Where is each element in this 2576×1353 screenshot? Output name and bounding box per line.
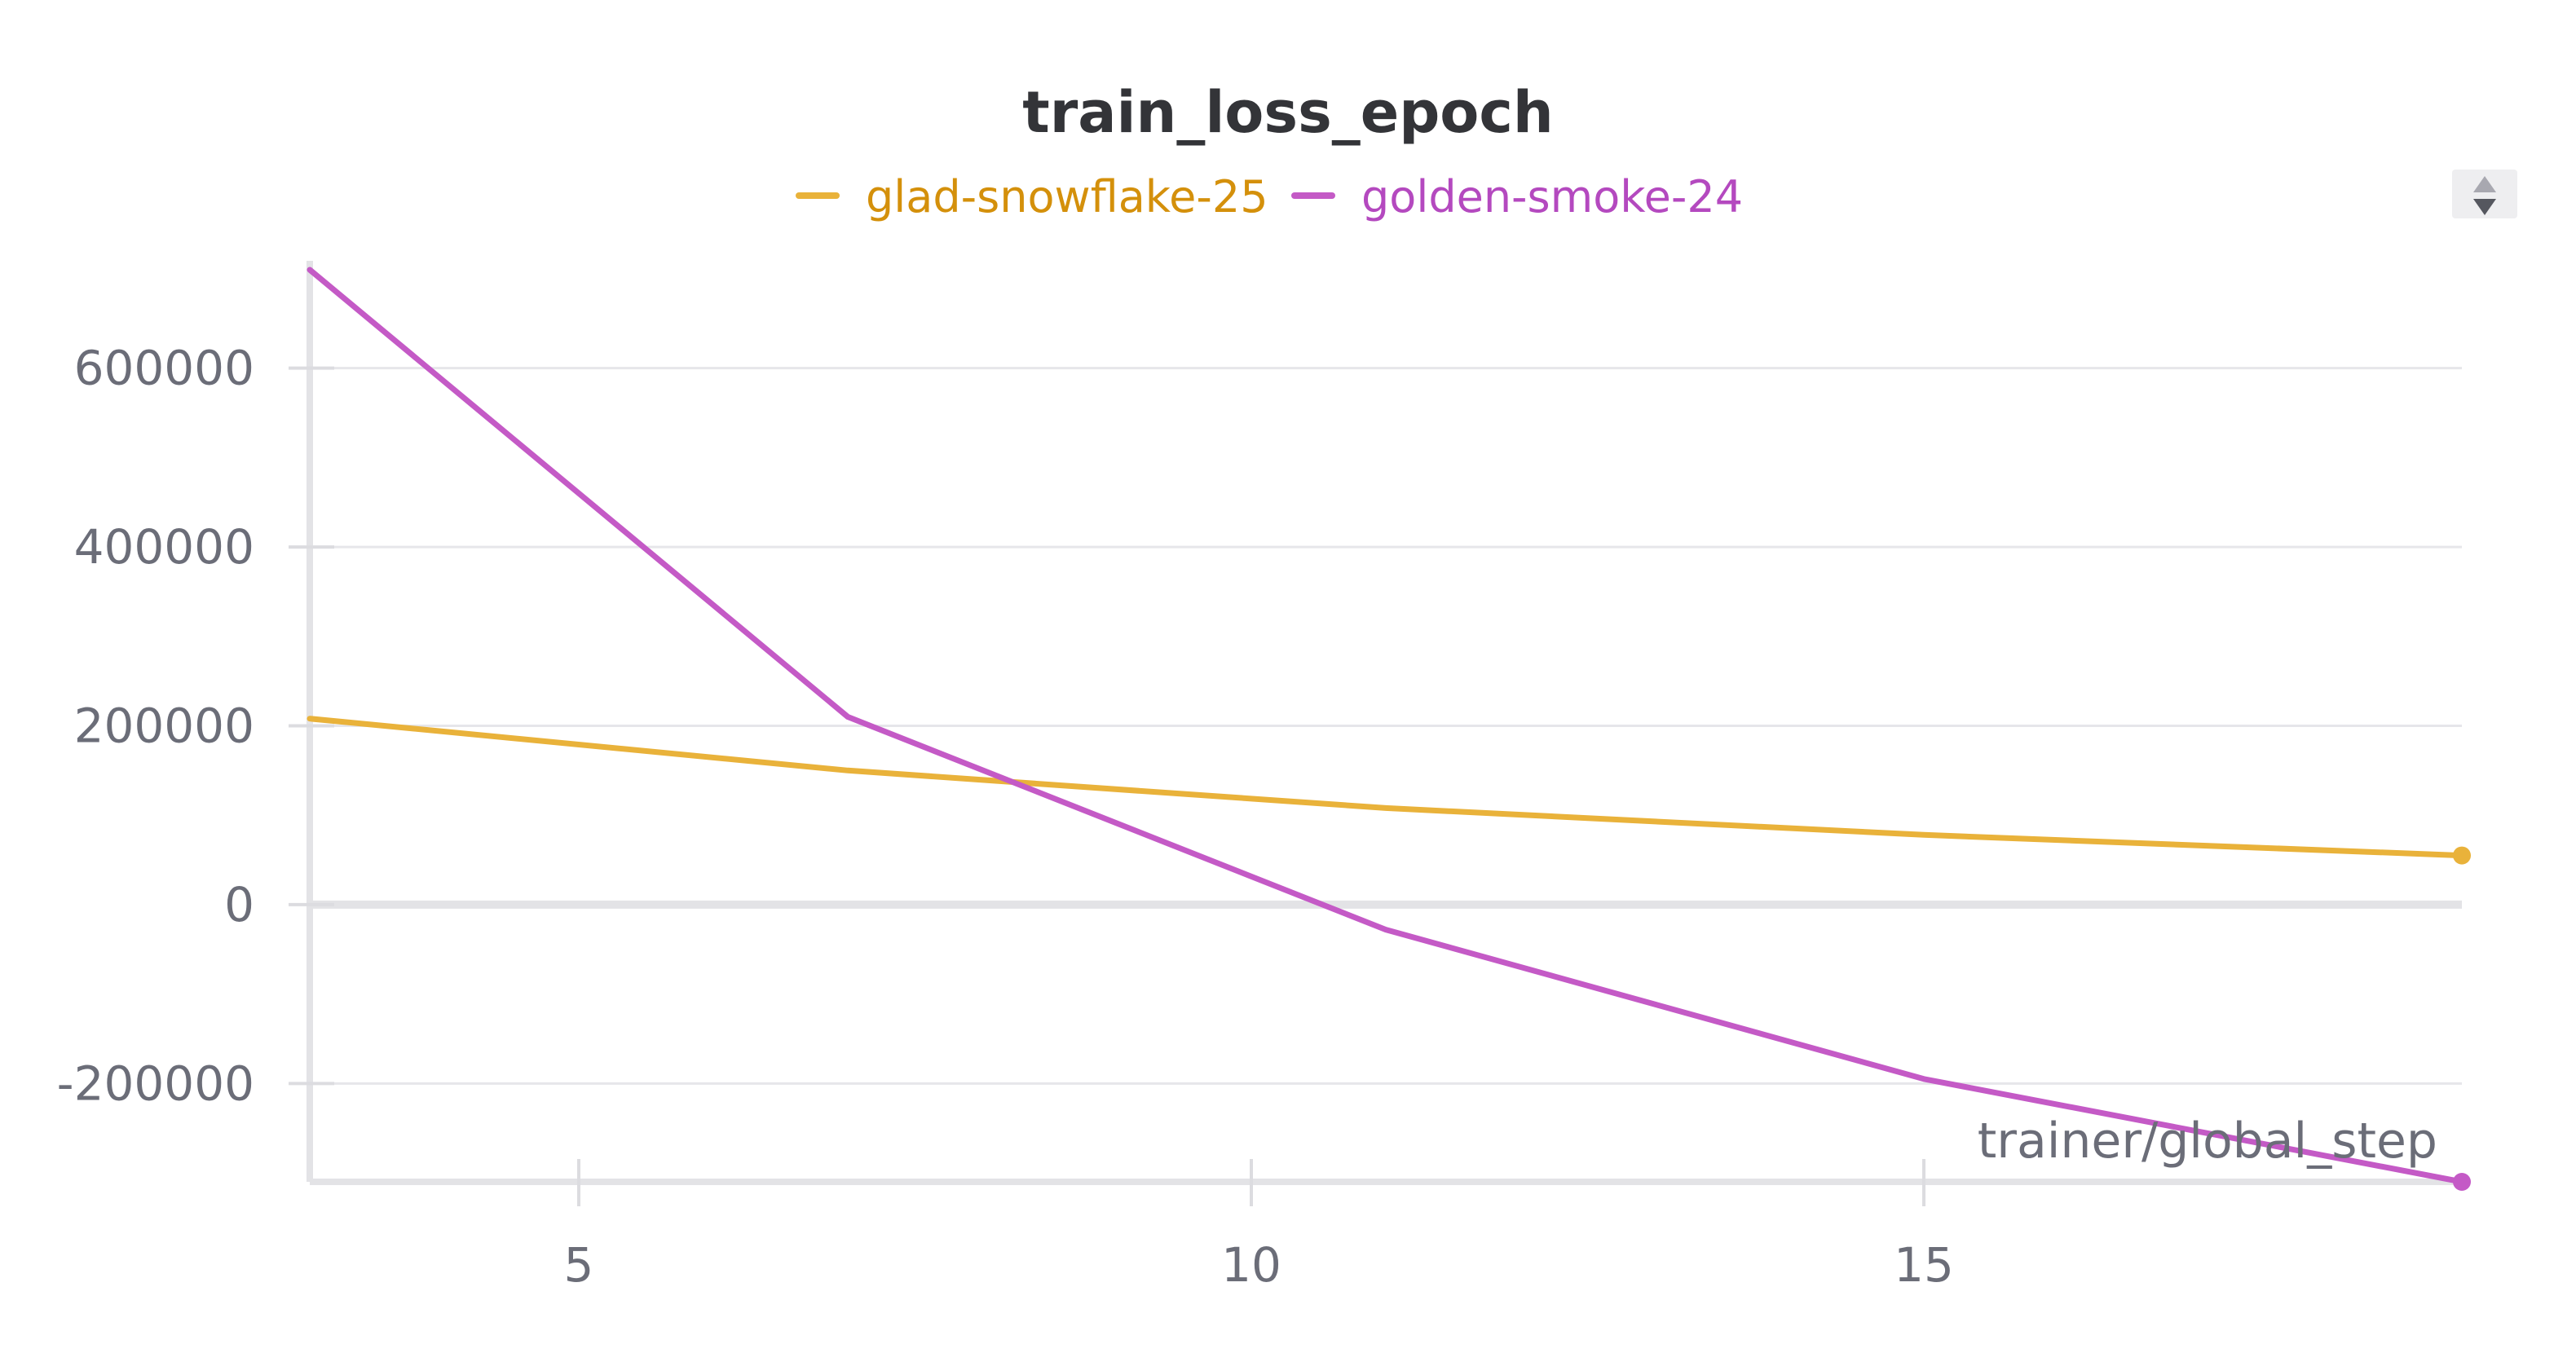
y-axis: -200000 0 200000 400000 600000: [57, 341, 334, 1111]
chart-title: train_loss_epoch: [1022, 79, 1553, 146]
legend-label: glad-snowflake-25: [866, 171, 1268, 223]
y-tick-label: 600000: [74, 341, 254, 396]
x-axis-title: trainer/global_step: [1978, 1113, 2437, 1170]
x-tick-label: 5: [564, 1237, 594, 1293]
legend-label: golden-smoke-24: [1361, 171, 1743, 223]
legend-item-golden-smoke-24[interactable]: golden-smoke-24: [1291, 171, 1743, 223]
legend-item-glad-snowflake-25[interactable]: glad-snowflake-25: [796, 171, 1268, 223]
chevron-down-icon: [2473, 199, 2496, 215]
y-tick-label: -200000: [57, 1056, 254, 1111]
series-line-glad-snowflake-25: [307, 716, 2465, 859]
chevron-up-icon: [2473, 176, 2496, 192]
x-axis: 5 10 15: [564, 1159, 1954, 1293]
x-tick-label: 10: [1221, 1237, 1281, 1293]
series-group: [307, 267, 2471, 1191]
grid: [307, 261, 2462, 1185]
y-tick-label: 200000: [74, 698, 254, 753]
x-tick-label: 15: [1894, 1237, 1954, 1293]
data-point-glad-snowflake-25: [2453, 846, 2471, 865]
sort-toggle[interactable]: [2452, 170, 2517, 218]
legend: glad-snowflake-25 golden-smoke-24: [796, 171, 1743, 223]
data-point-golden-smoke-24: [2453, 1173, 2471, 1191]
y-tick-label: 400000: [74, 519, 254, 575]
y-tick-label: 0: [224, 877, 254, 932]
series-line-golden-smoke-24: [307, 267, 2465, 1185]
